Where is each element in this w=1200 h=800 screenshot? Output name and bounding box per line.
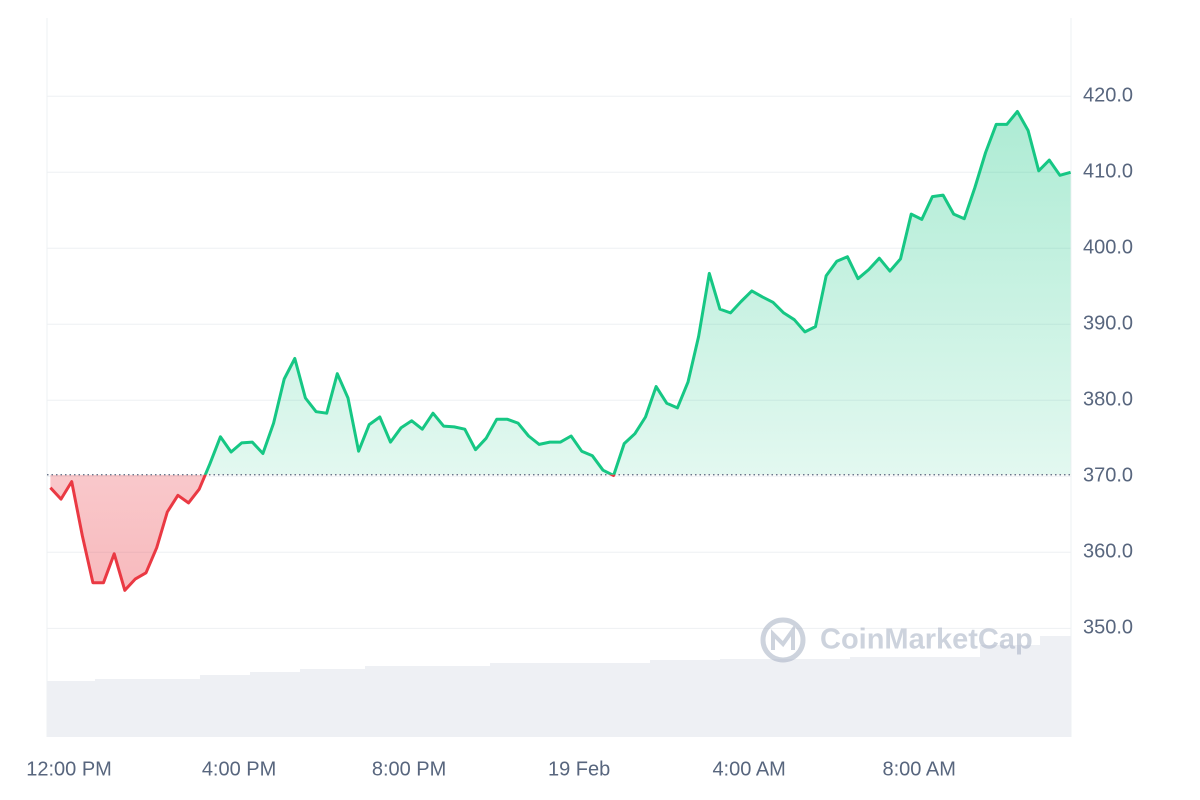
y-tick-label: 350.0 [1083, 617, 1133, 639]
y-tick-label: 420.0 [1083, 85, 1133, 107]
price-line-up [203, 110, 1072, 475]
y-tick-label: 370.0 [1083, 465, 1133, 487]
y-tick-label: 360.0 [1083, 541, 1133, 563]
x-tick-label: 8:00 AM [882, 758, 955, 780]
y-tick-label: 390.0 [1083, 313, 1133, 335]
watermark-logo [760, 617, 806, 663]
watermark-logo [771, 623, 795, 650]
x-tick-label: 12:00 PM [26, 758, 112, 780]
y-tick-label: 400.0 [1083, 237, 1133, 259]
watermark: CoinMarketCap [760, 617, 1033, 663]
volume-area [47, 636, 1071, 737]
y-tick-label: 380.0 [1083, 389, 1133, 411]
x-tick-label: 4:00 AM [712, 758, 785, 780]
x-tick-label: 19 Feb [548, 758, 610, 780]
x-tick-label: 8:00 PM [372, 758, 446, 780]
area-up [50, 111, 1071, 475]
x-tick-label: 4:00 PM [202, 758, 276, 780]
watermark-text: CoinMarketCap [820, 624, 1033, 656]
area-down [50, 474, 614, 591]
y-tick-label: 410.0 [1083, 161, 1133, 183]
